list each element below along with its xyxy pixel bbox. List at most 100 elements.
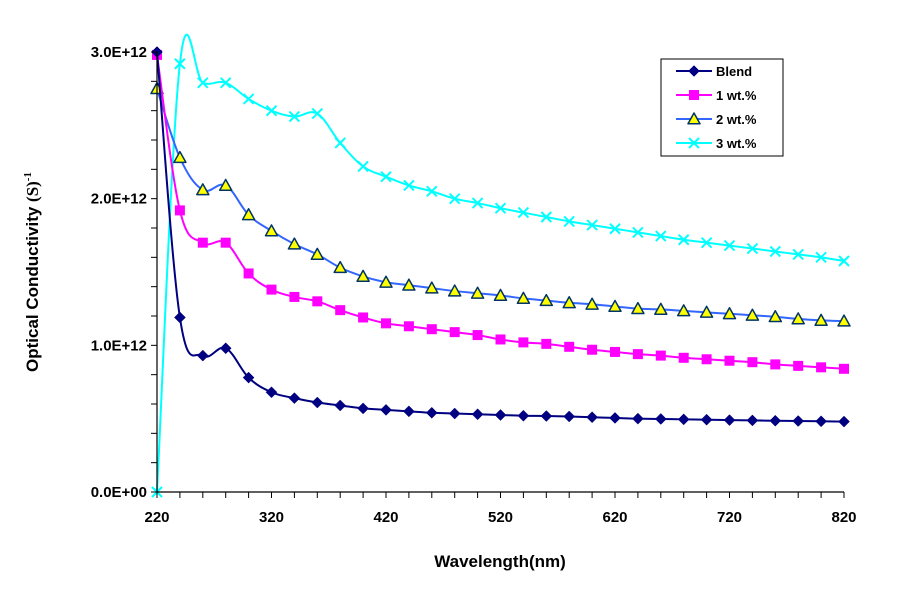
y-ticks: 0.0E+00 1.0E+12 2.0E+12 3.0E+12 [91,44,157,501]
series-blend-point [700,413,713,426]
series-blend-point [677,413,690,426]
series-blend-point [838,415,850,428]
series-3-wt-point [288,110,301,123]
series-2-wt-point [562,296,576,309]
legend-marker-1-wt [689,90,699,100]
series-blend-point [425,406,438,419]
series-2-wt-point [699,305,714,318]
series-blend-point [334,399,347,412]
series-2-wt-point [356,269,370,282]
series-1-wt-point [541,338,552,349]
series-2-wt-point [264,224,279,237]
series-1-wt-point [770,359,781,370]
series-3-wt-point [769,245,782,258]
series-3-wt-point [815,251,827,264]
series-blend-point [311,396,324,409]
series-1-wt-point [197,237,208,248]
legend-item-blend: Blend [676,64,752,79]
series-1-wt-point [243,268,254,279]
legend-marker-blend [688,65,700,77]
series-1-wt-point [266,284,277,295]
series-3-wt-point [563,215,575,228]
series-1-wt-point [381,318,391,329]
series-3-wt-point [792,248,804,261]
series-3-wt-point [517,206,530,219]
series-2-wt-point [676,304,691,317]
series-2-wt-point [287,237,302,250]
series-1-wt-point [426,324,437,335]
x-tick-label: 320 [259,509,284,526]
x-ticks: 220 320 420 520 620 720 820 [144,492,857,526]
y-tick-label: 1.0E+12 [91,337,147,354]
axes: 0.0E+00 1.0E+12 2.0E+12 3.0E+12 220 320 420 52… [91,44,857,526]
series-1-wt-point [335,305,346,316]
series-3-wt-point [448,192,461,205]
x-tick-label: 620 [602,509,627,526]
legend-label: 2 wt.% [716,112,757,127]
series-3-wt-point [334,137,346,149]
series-blend-point [219,342,232,355]
series-3-wt-point [265,104,278,117]
series-1-wt-point [839,363,849,374]
series-2-wt-point [402,278,416,291]
y-axis-title-exponent: -1 [22,172,34,181]
series-2-wt-point [791,312,805,325]
x-tick-label: 420 [373,509,398,526]
legend-marker-3-wt [688,137,700,149]
series-1-wt-point [312,296,323,307]
series-1-wt-point [587,344,598,355]
series-1-wt-point [701,354,712,365]
series-blend-point [288,392,301,404]
series-2-wt-point [837,314,851,327]
series-blend-point [380,404,392,416]
legend-label: 1 wt.% [716,88,757,103]
series-blend-point [403,405,415,418]
series-2-wt-point [310,247,325,260]
series-3-wt-point [494,202,507,214]
x-axis-title: Wavelength(nm) [434,552,566,571]
series-blend-point [815,415,827,428]
series-blend-point [494,409,507,421]
series-2-wt-point [470,286,485,299]
series-layer [150,33,851,498]
series-1-wt-point [174,205,185,216]
y-tick-label: 2.0E+12 [91,191,147,208]
series-3-wt-point [838,255,850,267]
series-2-wt-point [768,309,783,323]
series-3-wt-point [242,93,255,105]
legend: Blend 1 wt.% 2 wt.% 3 wt.% [660,58,784,157]
series-1-wt-point [793,360,804,371]
series-1-wt-point [472,330,483,341]
series-1-wt-point [655,350,666,361]
y-tick-label: 0.0E+00 [91,484,147,501]
series-3-wt-point [174,58,186,70]
series-1-wt-point [403,321,414,332]
series-3-wt-point [471,197,484,209]
series-2-wt-point [196,183,210,196]
series-blend-point [196,349,209,362]
series-3-wt-point [609,223,621,235]
series-3-wt-point [540,211,553,223]
legend-item-1-wt: 1 wt.% [676,88,757,103]
series-blend-point [357,402,369,415]
series-blend-point [769,414,782,427]
x-tick-label: 220 [144,509,169,526]
series-blend-point [792,415,805,427]
series-3-wt-point [197,77,209,89]
series-2-wt-point [447,284,462,297]
series-2-wt-point [745,308,760,321]
series-1-wt-point [724,355,735,366]
series-blend-point [723,414,736,426]
series-blend-point [586,411,598,424]
legend-item-2-wt: 2 wt.% [676,112,757,127]
series-2-wt-point [173,150,187,164]
series-1-wt-point [610,346,620,357]
series-3-wt-point [632,226,644,239]
series-2-wt-point [814,313,828,326]
series-3-wt-point [426,185,438,198]
y-axis-title-main: Optical Conductivity [23,202,42,372]
series-3-wt-point [357,160,369,173]
series-3-wt-point [677,234,690,246]
x-tick-label: 820 [831,509,856,526]
series-1-wt-point [564,341,575,352]
